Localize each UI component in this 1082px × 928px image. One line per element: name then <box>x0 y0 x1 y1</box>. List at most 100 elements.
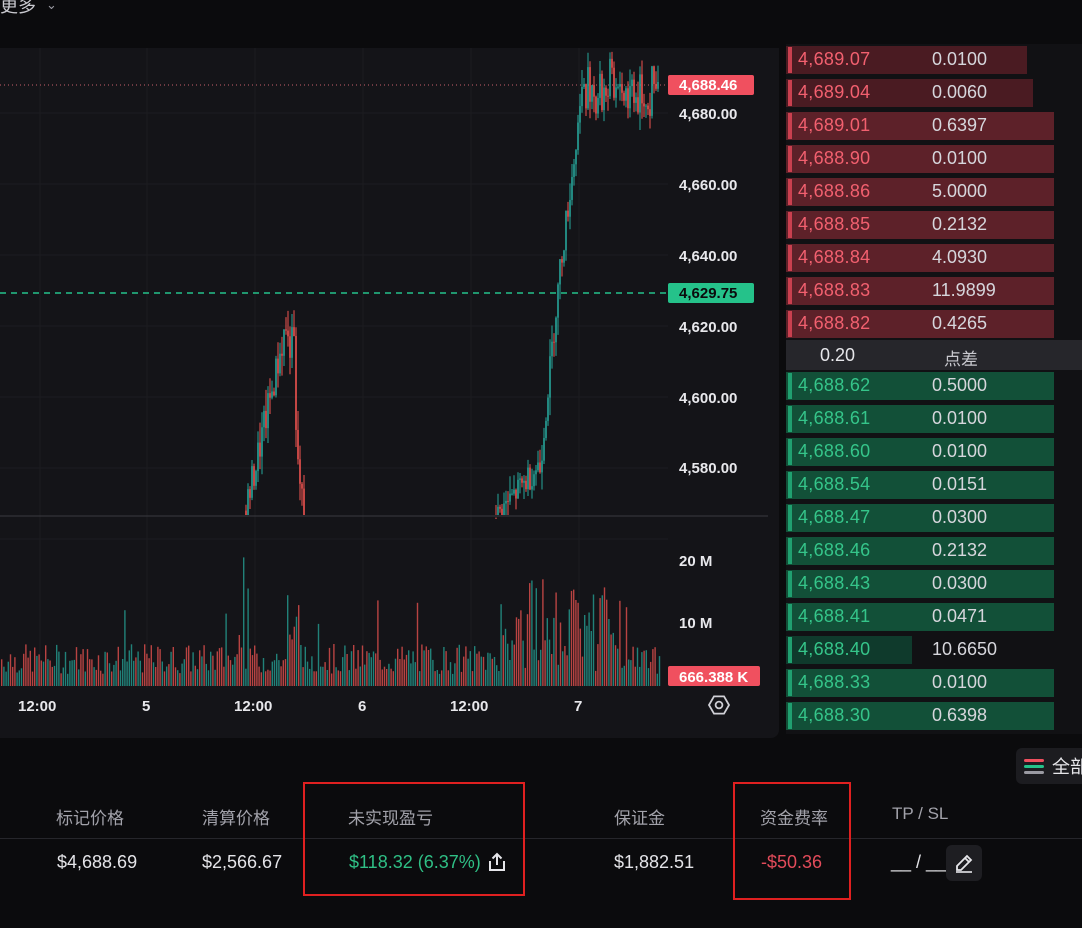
volume-bar <box>47 659 49 686</box>
candle-body <box>533 474 535 487</box>
order-size: 0.0471 <box>932 606 988 626</box>
order-price: 4,688.43 <box>798 573 871 593</box>
bid-row[interactable]: 4,688.43 0.0300 <box>786 569 1082 599</box>
price-tick: 4,580.00 <box>679 460 737 477</box>
ask-row[interactable]: 4,688.85 0.2132 <box>786 210 1082 240</box>
volume-bar <box>540 649 542 686</box>
price-chart-panel[interactable]: 4,680.00 4,660.00 4,640.00 4,620.00 4,60… <box>0 48 779 738</box>
volume-bar <box>51 666 53 686</box>
ask-row[interactable]: 4,689.01 0.6397 <box>786 111 1082 141</box>
candle-body <box>565 210 567 251</box>
candle-body <box>629 86 631 109</box>
volume-bar <box>546 618 548 686</box>
volume-bar <box>623 665 625 686</box>
last-price-badge: 4,688.46 <box>668 75 754 95</box>
volume-bar <box>423 650 425 686</box>
gear-icon[interactable] <box>707 695 731 715</box>
order-size: 5.0000 <box>932 181 988 201</box>
ask-row[interactable]: 4,688.84 4.0930 <box>786 243 1082 273</box>
candle-body <box>301 483 303 489</box>
volume-bar <box>570 590 573 686</box>
candle-body <box>609 58 611 97</box>
volume-bar <box>557 664 559 686</box>
edit-tp-sl-button[interactable] <box>946 845 982 881</box>
volume-bar <box>460 671 463 686</box>
candle-body <box>615 87 617 98</box>
share-icon[interactable] <box>486 851 508 873</box>
depth-bar <box>786 310 1054 338</box>
candle-body <box>595 96 597 114</box>
volume-bar <box>115 660 117 686</box>
volume-bar <box>392 671 394 686</box>
ask-row[interactable]: 4,688.83 11.9899 <box>786 276 1082 306</box>
bid-row[interactable]: 4,688.61 0.0100 <box>786 404 1082 434</box>
candle-body <box>573 164 575 177</box>
ask-row[interactable]: 4,688.82 0.4265 <box>786 309 1082 339</box>
volume-bar <box>379 659 381 686</box>
candle-body <box>585 84 587 109</box>
candle-body <box>557 284 559 318</box>
ask-row[interactable]: 4,689.07 0.0100 <box>786 45 1082 75</box>
volume-bar <box>370 657 372 686</box>
volume-bar <box>496 665 498 686</box>
edit-pencil-icon <box>956 854 973 873</box>
candle-body <box>499 506 501 509</box>
candlestick-chart[interactable]: 4,680.00 4,660.00 4,640.00 4,620.00 4,60… <box>0 48 779 738</box>
volume-bar <box>45 645 47 686</box>
volume-bar <box>586 625 588 686</box>
volume-bar <box>298 605 300 686</box>
bid-row[interactable]: 4,688.30 0.6398 <box>786 701 1082 731</box>
volume-bar <box>196 669 199 686</box>
bid-row[interactable]: 4,688.54 0.0151 <box>786 470 1082 500</box>
volume-bar <box>452 673 454 686</box>
volume-bar <box>300 645 302 686</box>
bid-row[interactable]: 4,688.62 0.5000 <box>786 371 1082 401</box>
volume-bar <box>467 658 469 686</box>
candle-body <box>641 74 643 104</box>
volume-bar <box>7 661 9 686</box>
candle-body <box>579 106 581 123</box>
ask-row[interactable]: 4,688.86 5.0000 <box>786 177 1082 207</box>
bid-row[interactable]: 4,688.33 0.0100 <box>786 668 1082 698</box>
row-marker <box>788 245 792 271</box>
order-price: 4,688.30 <box>798 705 871 725</box>
price-axis[interactable]: 4,680.00 4,660.00 4,640.00 4,620.00 4,60… <box>679 106 737 477</box>
volume-bar <box>73 659 75 686</box>
volume-bar <box>207 670 210 686</box>
volume-bar <box>513 644 515 686</box>
volume-bar <box>234 656 236 686</box>
volume-bar <box>610 634 612 686</box>
ask-row[interactable]: 4,688.90 0.0100 <box>786 144 1082 174</box>
volume-bar <box>256 653 258 686</box>
bid-row[interactable]: 4,688.46 0.2132 <box>786 536 1082 566</box>
volume-bar <box>577 602 579 686</box>
bid-row[interactable]: 4,688.41 0.0471 <box>786 602 1082 632</box>
header-funding-rate: 资金费率 <box>760 809 828 828</box>
volume-bar <box>245 668 247 686</box>
candle-body <box>625 88 627 101</box>
row-marker <box>788 439 792 465</box>
volume-bar <box>278 660 280 686</box>
ask-row[interactable]: 4,689.04 0.0060 <box>786 78 1082 108</box>
order-price: 4,688.85 <box>798 214 871 234</box>
candle-body <box>297 429 299 460</box>
volume-bar <box>71 660 73 686</box>
volume-bar <box>223 666 225 686</box>
candle-body <box>277 358 279 374</box>
volume-bar <box>597 644 599 686</box>
time-axis[interactable]: 12:00 5 12:00 6 12:00 7 <box>18 698 582 715</box>
bid-row[interactable]: 4,688.47 0.0300 <box>786 503 1082 533</box>
volume-bar <box>383 666 386 686</box>
depth-bar <box>786 636 912 664</box>
volume-bar <box>161 661 163 686</box>
filter-lines-icon <box>1024 758 1044 774</box>
volume-bar <box>614 645 617 686</box>
bid-row[interactable]: 4,688.40 10.6650 <box>786 635 1082 665</box>
candle-body <box>657 82 659 89</box>
volume-bar <box>443 647 445 686</box>
bid-row[interactable]: 4,688.60 0.0100 <box>786 437 1082 467</box>
more-menu[interactable]: 更多 ⌄ <box>0 0 57 18</box>
volume-bar <box>480 656 482 686</box>
depth-bar <box>786 504 1054 532</box>
filter-button[interactable]: 全部 <box>1016 748 1082 784</box>
